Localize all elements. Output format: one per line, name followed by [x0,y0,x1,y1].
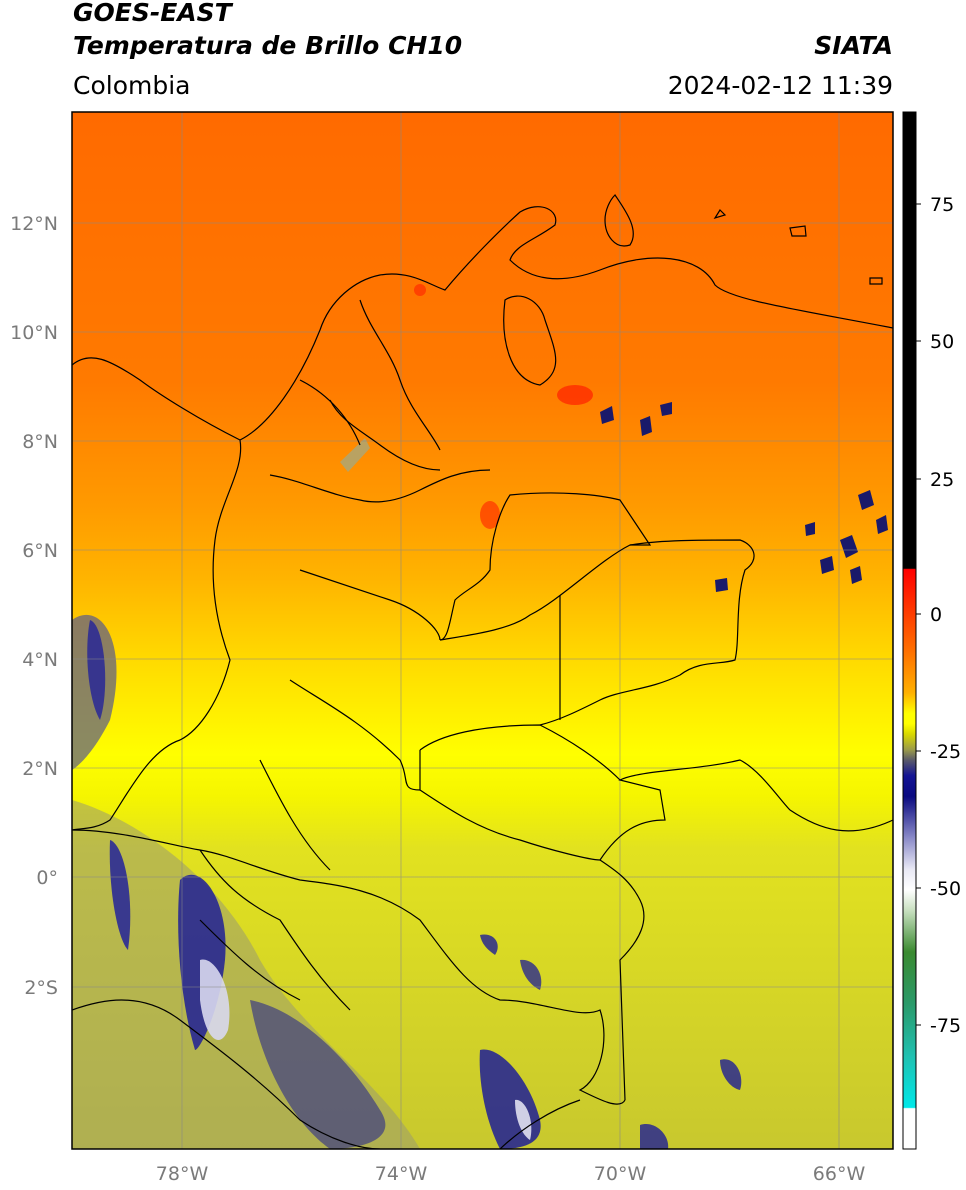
colorbar-tick-label: 50 [930,331,954,353]
lon-tick-label: 66°W [813,1163,866,1185]
lat-tick-label: 2°N [22,758,58,780]
lat-tick-label: 2°S [24,977,58,999]
colorbar-tick-label: 0 [930,604,942,626]
lon-tick-label: 78°W [156,1163,209,1185]
colorbar-tick-label: 75 [930,194,954,216]
colorbar-tick-label: -25 [930,741,961,763]
satellite-title: GOES-EAST [73,0,232,27]
lat-tick-label: 8°N [22,431,58,453]
colorbar-tick-label: 25 [930,469,954,491]
cloud-features [72,284,888,1149]
graticule [72,112,893,1149]
lat-tick-label: 10°N [10,322,58,344]
product-title: Temperatura de Brillo CH10 [73,31,463,60]
lat-tick-label: 6°N [22,540,58,562]
lon-tick-label: 74°W [375,1163,428,1185]
lat-tick-label: 4°N [22,649,58,671]
timestamp-label: 2024-02-12 11:39 [667,71,893,100]
boundaries [72,194,893,1149]
colorbar-tick-label: -75 [930,1015,961,1037]
longitude-ticks: 78°W 74°W 70°W 66°W [156,1163,866,1185]
colorbar [902,111,917,1150]
lat-tick-label: 12°N [10,213,58,235]
latitude-ticks: 12°N 10°N 8°N 6°N 4°N 2°N 0° 2°S [10,213,58,999]
colorbar-tick-label: -50 [930,878,961,900]
lat-tick-label: 0° [36,867,58,889]
lon-tick-label: 70°W [594,1163,647,1185]
brand-label: SIATA [814,31,893,60]
colorbar-ticks: 75 50 25 0 -25 -50 -75 [916,194,961,1037]
region-label: Colombia [73,71,191,100]
